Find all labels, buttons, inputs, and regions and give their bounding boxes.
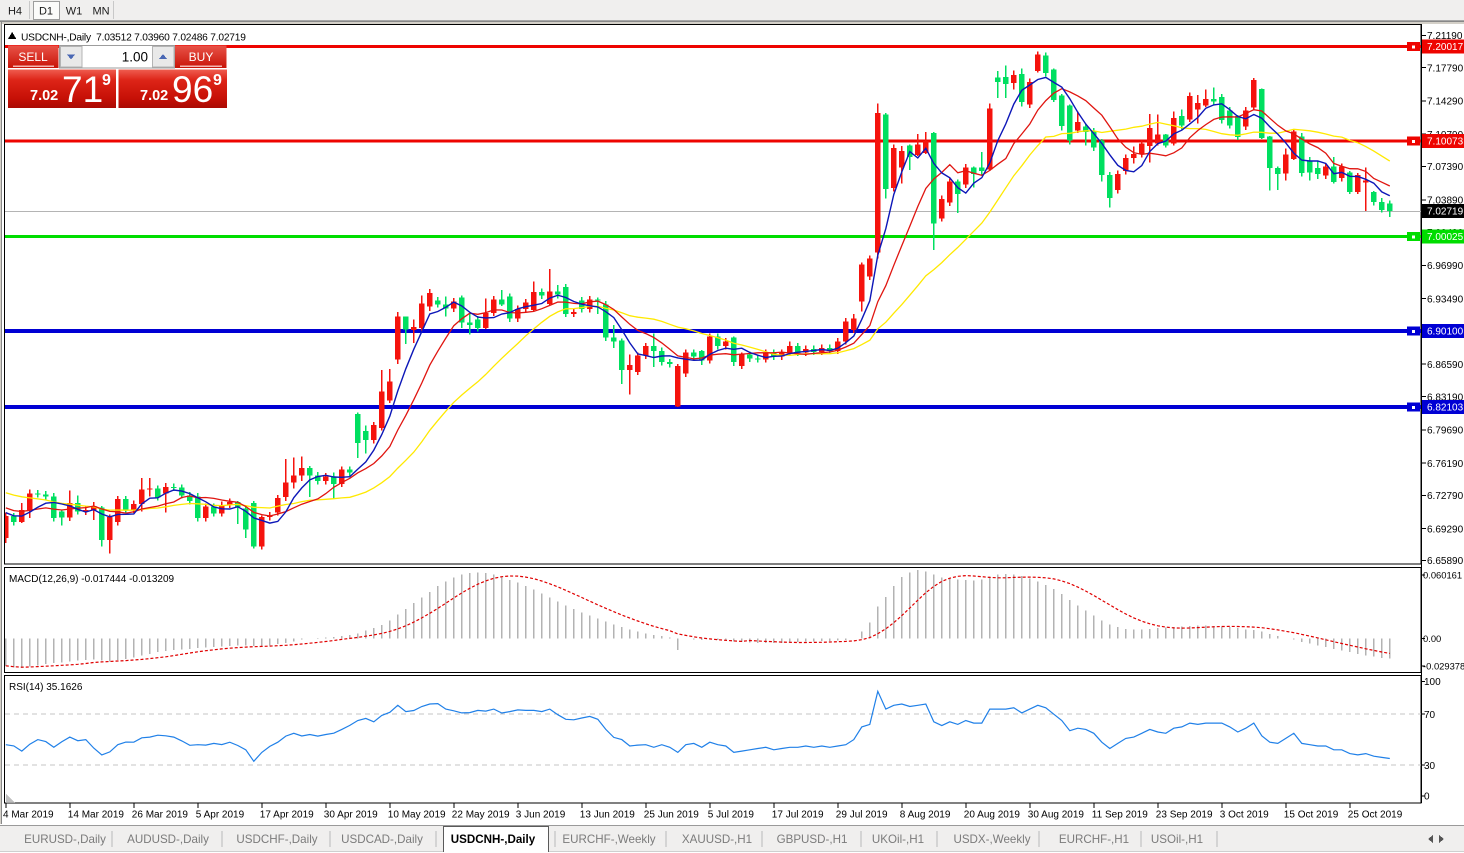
svg-text:EURCHF-,H1: EURCHF-,H1 xyxy=(1059,833,1129,846)
svg-text:14 Mar 2019: 14 Mar 2019 xyxy=(68,810,125,821)
svg-text:9: 9 xyxy=(102,72,111,89)
svg-text:GBPUSD-,H1: GBPUSD-,H1 xyxy=(777,833,848,846)
svg-text:30: 30 xyxy=(1424,761,1436,772)
svg-text:7.02: 7.02 xyxy=(140,88,168,104)
svg-text:71: 71 xyxy=(62,69,103,110)
svg-text:D1: D1 xyxy=(39,6,53,18)
svg-text:23 Sep 2019: 23 Sep 2019 xyxy=(1156,810,1213,821)
svg-text:20 Aug 2019: 20 Aug 2019 xyxy=(964,810,1021,821)
svg-text:6.76190: 6.76190 xyxy=(1427,459,1464,470)
svg-text:6.90100: 6.90100 xyxy=(1427,327,1464,338)
svg-text:7.07390: 7.07390 xyxy=(1427,162,1464,173)
svg-text:1.00: 1.00 xyxy=(122,50,148,65)
svg-text:17 Apr 2019: 17 Apr 2019 xyxy=(260,810,314,821)
svg-text:RSI(14) 35.1626: RSI(14) 35.1626 xyxy=(9,682,83,693)
svg-text:7.17790: 7.17790 xyxy=(1427,63,1464,74)
svg-text:6.82103: 6.82103 xyxy=(1427,403,1464,414)
svg-text:7.21190: 7.21190 xyxy=(1427,31,1463,42)
svg-text:6.79690: 6.79690 xyxy=(1427,426,1464,437)
svg-text:EURCHF-,Weekly: EURCHF-,Weekly xyxy=(562,833,655,846)
svg-text:5 Apr 2019: 5 Apr 2019 xyxy=(196,810,245,821)
svg-text:7.10073: 7.10073 xyxy=(1427,137,1464,148)
svg-text:96: 96 xyxy=(172,69,213,110)
svg-text:USDX-,Weekly: USDX-,Weekly xyxy=(953,833,1030,846)
svg-text:MN: MN xyxy=(92,6,109,18)
svg-text:9: 9 xyxy=(213,72,222,89)
svg-text:BUY: BUY xyxy=(189,50,214,64)
svg-text:6.83190: 6.83190 xyxy=(1427,392,1464,403)
svg-text:USOil-,H1: USOil-,H1 xyxy=(1151,833,1203,846)
svg-text:6.86590: 6.86590 xyxy=(1427,360,1464,371)
svg-text:25 Jun 2019: 25 Jun 2019 xyxy=(644,810,699,821)
svg-text:UKOil-,H1: UKOil-,H1 xyxy=(872,833,924,846)
svg-text:-0.029378: -0.029378 xyxy=(1423,661,1464,672)
svg-text:AUDUSD-,Daily: AUDUSD-,Daily xyxy=(127,833,209,846)
svg-text:7.14290: 7.14290 xyxy=(1427,97,1464,108)
svg-text:7.00025: 7.00025 xyxy=(1427,232,1464,243)
svg-text:H4: H4 xyxy=(8,6,22,18)
svg-text:3 Oct 2019: 3 Oct 2019 xyxy=(1220,810,1269,821)
svg-text:8 Aug 2019: 8 Aug 2019 xyxy=(900,810,951,821)
svg-text:13 Jun 2019: 13 Jun 2019 xyxy=(580,810,635,821)
svg-text:4 Mar 2019: 4 Mar 2019 xyxy=(3,810,54,821)
svg-text:6.65890: 6.65890 xyxy=(1427,556,1464,567)
svg-text:XAUUSD-,H1: XAUUSD-,H1 xyxy=(682,833,752,846)
svg-text:30 Apr 2019: 30 Apr 2019 xyxy=(324,810,378,821)
svg-text:0.060161: 0.060161 xyxy=(1423,570,1462,581)
svg-text:USDCHF-,Daily: USDCHF-,Daily xyxy=(236,833,317,846)
svg-text:W1: W1 xyxy=(66,6,83,18)
svg-text:11 Sep 2019: 11 Sep 2019 xyxy=(1092,810,1148,821)
svg-text:6.72790: 6.72790 xyxy=(1427,491,1464,502)
svg-text:17 Jul 2019: 17 Jul 2019 xyxy=(772,810,824,821)
svg-text:26 Mar 2019: 26 Mar 2019 xyxy=(132,810,189,821)
svg-text:15 Oct 2019: 15 Oct 2019 xyxy=(1284,810,1339,821)
svg-text:7.02: 7.02 xyxy=(30,88,58,104)
svg-text:6.96990: 6.96990 xyxy=(1427,261,1464,272)
svg-text:USDCNH-,Daily 7.03512 7.03960: USDCNH-,Daily 7.03512 7.03960 7.02486 7.… xyxy=(21,32,246,43)
svg-text:10 May 2019: 10 May 2019 xyxy=(388,810,446,821)
svg-text:100: 100 xyxy=(1424,677,1441,688)
svg-text:3 Jun 2019: 3 Jun 2019 xyxy=(516,810,566,821)
svg-text:7.02719: 7.02719 xyxy=(1427,207,1464,218)
svg-text:USDCNH-,Daily: USDCNH-,Daily xyxy=(451,833,536,846)
svg-text:6.93490: 6.93490 xyxy=(1427,294,1464,305)
svg-text:70: 70 xyxy=(1424,710,1436,721)
svg-text:7.20017: 7.20017 xyxy=(1427,42,1464,53)
svg-text:MACD(12,26,9) -0.017444 -0.013: MACD(12,26,9) -0.017444 -0.013209 xyxy=(9,574,175,585)
svg-text:SELL: SELL xyxy=(18,50,48,64)
svg-text:0.00: 0.00 xyxy=(1423,633,1441,644)
svg-text:USDCAD-,Daily: USDCAD-,Daily xyxy=(341,833,423,846)
svg-text:29 Jul 2019: 29 Jul 2019 xyxy=(836,810,888,821)
svg-text:30 Aug 2019: 30 Aug 2019 xyxy=(1028,810,1085,821)
svg-text:7.03890: 7.03890 xyxy=(1427,196,1464,207)
svg-text:22 May 2019: 22 May 2019 xyxy=(452,810,510,821)
svg-text:5 Jul 2019: 5 Jul 2019 xyxy=(708,810,755,821)
svg-text:6.69290: 6.69290 xyxy=(1427,524,1464,535)
svg-text:25 Oct 2019: 25 Oct 2019 xyxy=(1348,810,1403,821)
svg-text:EURUSD-,Daily: EURUSD-,Daily xyxy=(24,833,106,846)
svg-text:0: 0 xyxy=(1424,792,1430,803)
